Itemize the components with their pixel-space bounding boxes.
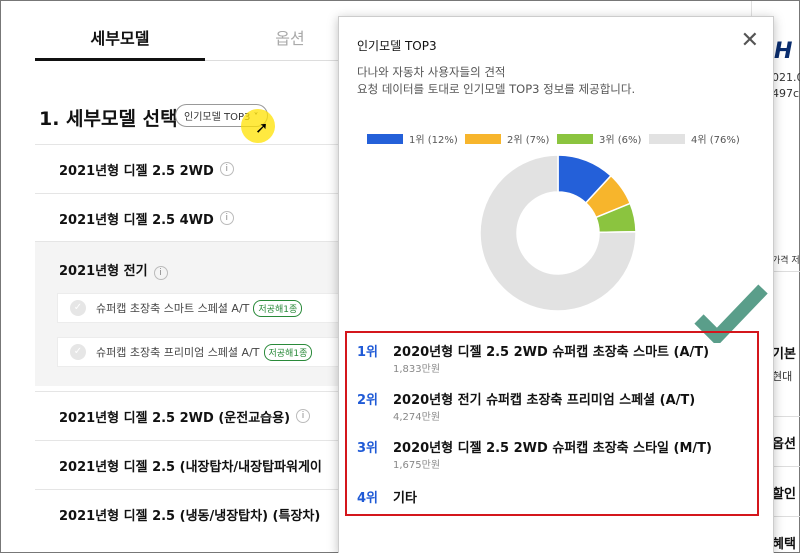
info-icon[interactable]: i — [153, 266, 168, 280]
ev-option-smart-special[interactable]: ✓ 슈퍼캡 초장축 스마트 스페셜 A/T 저공해1종 — [57, 293, 357, 323]
check-icon: ✓ — [70, 344, 86, 360]
mouse-cursor-icon: ➚ — [255, 118, 269, 137]
info-icon[interactable]: i — [219, 162, 234, 176]
rank-number: 1위 — [357, 345, 379, 360]
rank-model-name: 2020년형 전기 슈퍼캡 초장축 프리미엄 스페셜 (A/T) — [393, 393, 696, 408]
modal-title: 인기모델 TOP3 — [357, 39, 437, 53]
info-icon[interactable]: i — [219, 211, 234, 225]
legend-item-rank3: 3위 (6%) — [557, 131, 641, 146]
close-icon[interactable]: ✕ — [740, 28, 759, 53]
base-price-label: 기본 — [772, 347, 796, 362]
description-line: 다나와 자동차 사용자들의 견적 — [357, 65, 506, 79]
ev-model-group: 2021년형 전기 i ✓ 슈퍼캡 초장축 스마트 스페셜 A/T 저공해1종 ✓… — [35, 241, 375, 386]
chart-legend: 1위 (12%) 2위 (7%) 3위 (6%) 4위 (76%) — [367, 131, 767, 146]
rank-model-name: 기타 — [393, 491, 417, 506]
rank-model-name: 2020년형 디젤 2.5 2WD 슈퍼캡 초장축 스마트 (A/T) — [393, 345, 710, 360]
model-label: 2021년형 디젤 2.5 2WD — [59, 163, 214, 179]
legend-swatch — [465, 133, 501, 144]
divider — [752, 271, 800, 272]
low-emission-badge: 저공해1종 — [263, 343, 313, 361]
info-icon[interactable]: i — [296, 409, 311, 423]
checkmark-annotation-icon — [694, 284, 768, 343]
legend-swatch — [649, 133, 685, 144]
check-icon: ✓ — [70, 300, 86, 316]
tab-detail-model[interactable]: 세부모델 — [35, 1, 205, 61]
divider — [752, 516, 800, 517]
cursor-highlight — [241, 109, 275, 143]
rank-model-name: 2020년형 디젤 2.5 2WD 슈퍼캡 초장축 스타일 (M/T) — [393, 441, 712, 456]
donut-slice-rank4 — [479, 154, 637, 312]
description-line: 요청 데이터를 토대로 인기모델 TOP3 정보를 제공합니다. — [357, 82, 636, 96]
model-label: 2021년형 디젤 2.5 4WD — [59, 212, 214, 228]
options-label: 옵션 — [772, 437, 796, 452]
displacement-text: 497c — [772, 87, 800, 100]
price-text: 가격 저 — [772, 256, 800, 266]
legend-item-rank4: 4위 (76%) — [649, 131, 740, 146]
top3-ranking-list: 1위 2020년형 디젤 2.5 2WD 슈퍼캡 초장축 스마트 (A/T) 1… — [345, 331, 759, 516]
model-label: 2021년형 디젤 2.5 (냉동/냉장탑차) (특장차) — [59, 508, 321, 524]
rank-price: 1,675만원 — [393, 460, 441, 471]
divider — [752, 416, 800, 417]
model-label: 2021년형 디젤 2.5 (내장탑차/내장탑파워게이 — [59, 459, 322, 475]
legend-swatch — [557, 133, 593, 144]
popular-top3-modal: 인기모델 TOP3 ✕ 다나와 자동차 사용자들의 견적 요청 데이터를 토대로… — [338, 16, 774, 553]
benefit-label: 혜택 — [772, 537, 796, 552]
tab-label: 세부모델 — [90, 29, 150, 48]
tab-bar: 세부모델 옵션 — [35, 1, 375, 61]
hyundai-logo-icon: H — [774, 39, 793, 64]
discount-label: 할인 — [772, 487, 796, 502]
model-row-diesel-refrigerated[interactable]: 2021년형 디젤 2.5 (냉동/냉장탑차) (특장차) — [35, 489, 375, 538]
ev-option-premium-special[interactable]: ✓ 슈퍼캡 초장축 프리미엄 스페셜 A/T 저공해1종 — [57, 337, 357, 367]
divider — [752, 466, 800, 467]
legend-item-rank2: 2위 (7%) — [465, 131, 549, 146]
model-row-diesel-box-truck[interactable]: 2021년형 디젤 2.5 (내장탑차/내장탑파워게이 — [35, 440, 375, 489]
tab-label: 옵션 — [275, 29, 305, 48]
option-label: 슈퍼캡 초장축 프리미엄 스페셜 A/T — [96, 346, 260, 359]
popular-model-donut-chart — [479, 154, 637, 312]
rank-price: 1,833만원 — [393, 364, 441, 375]
section-title: 1. 세부모델 선택 — [39, 108, 178, 130]
legend-label: 3위 (6%) — [599, 135, 642, 146]
legend-swatch — [367, 133, 403, 144]
rank-number: 2위 — [357, 393, 379, 408]
brand-text: 현대 — [772, 370, 793, 383]
model-row-diesel-4wd[interactable]: 2021년형 디젤 2.5 4WD i — [35, 193, 375, 242]
popular-top3-label: 인기모델 TOP3 — [184, 112, 251, 123]
legend-item-rank1: 1위 (12%) — [367, 131, 458, 146]
model-row-diesel-2wd-training[interactable]: 2021년형 디젤 2.5 2WD (운전교습용) i — [35, 391, 375, 440]
model-row-diesel-2wd[interactable]: 2021년형 디젤 2.5 2WD i — [35, 144, 375, 193]
legend-label: 1위 (12%) — [409, 135, 458, 146]
model-selection-panel: 세부모델 옵션 1. 세부모델 선택 인기모델 TOP3 ˅ ➚ 2021년형 … — [35, 1, 375, 553]
tab-options[interactable]: 옵션 — [205, 1, 375, 60]
legend-label: 4위 (76%) — [691, 135, 740, 146]
model-row-electric[interactable]: 2021년형 전기 i — [59, 260, 168, 280]
rank-number: 3위 — [357, 441, 379, 456]
model-label: 2021년형 전기 — [59, 264, 148, 279]
modal-description: 다나와 자동차 사용자들의 견적 요청 데이터를 토대로 인기모델 TOP3 정… — [357, 64, 635, 98]
model-year-text: 021.0 — [772, 71, 800, 84]
legend-label: 2위 (7%) — [507, 135, 550, 146]
rank-number: 4위 — [357, 491, 379, 506]
model-label: 2021년형 디젤 2.5 2WD (운전교습용) — [59, 410, 291, 426]
low-emission-badge: 저공해1종 — [253, 299, 303, 317]
rank-price: 4,274만원 — [393, 412, 441, 423]
option-label: 슈퍼캡 초장축 스마트 스페셜 A/T — [96, 302, 250, 315]
